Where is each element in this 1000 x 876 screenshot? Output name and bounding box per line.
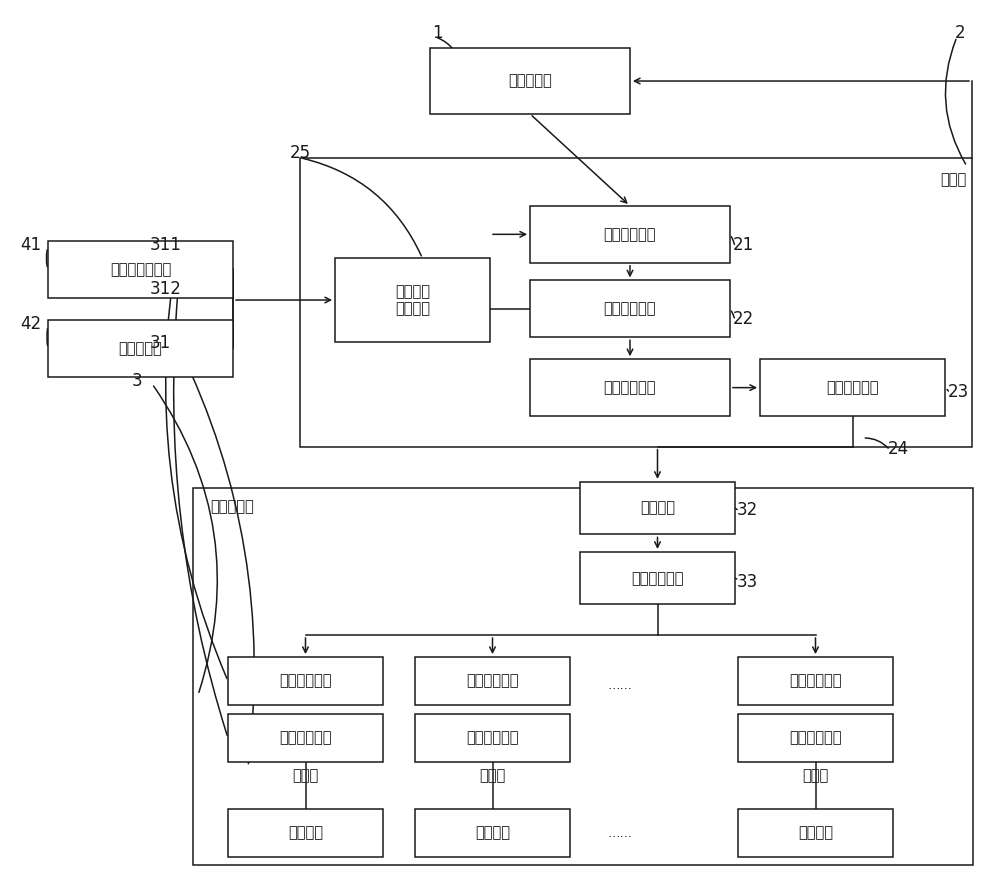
Text: 33: 33 <box>737 573 758 590</box>
Text: 服务器: 服务器 <box>940 172 966 187</box>
Bar <box>738 657 893 705</box>
Text: 无线感应单元: 无线感应单元 <box>279 731 332 745</box>
Text: 电量检测单元: 电量检测单元 <box>466 674 519 689</box>
Bar <box>738 714 893 762</box>
Bar <box>48 320 233 377</box>
Bar <box>415 714 570 762</box>
Text: 23: 23 <box>948 383 969 400</box>
Text: 环境检测端: 环境检测端 <box>119 341 162 356</box>
Bar <box>300 158 972 447</box>
Text: 电动汽车: 电动汽车 <box>798 825 833 840</box>
Bar <box>415 657 570 705</box>
Text: 无线感应单元: 无线感应单元 <box>466 731 519 745</box>
Text: 交通监控服务器: 交通监控服务器 <box>110 262 171 277</box>
Text: 32: 32 <box>737 501 758 519</box>
Bar <box>193 488 973 865</box>
Text: 1: 1 <box>432 25 443 42</box>
Text: 电量检测单元: 电量检测单元 <box>279 674 332 689</box>
Text: 22: 22 <box>733 310 754 328</box>
Bar <box>530 359 730 416</box>
Text: 通讯单元: 通讯单元 <box>640 500 675 516</box>
Text: 24: 24 <box>888 440 909 457</box>
Text: 3: 3 <box>132 372 143 390</box>
Bar <box>580 482 735 534</box>
Text: 电量计算单元: 电量计算单元 <box>604 380 656 395</box>
Text: 312: 312 <box>150 280 182 298</box>
Text: 时间计算单元: 时间计算单元 <box>604 301 656 316</box>
Text: 41: 41 <box>20 237 41 254</box>
Text: 2: 2 <box>955 25 966 42</box>
Text: 21: 21 <box>733 237 754 254</box>
Text: 车辆选取单元: 车辆选取单元 <box>826 380 879 395</box>
Bar <box>760 359 945 416</box>
Text: ……: …… <box>608 679 633 691</box>
Text: 充电桩: 充电桩 <box>479 768 506 784</box>
Bar <box>228 714 383 762</box>
Text: 集群控制单元: 集群控制单元 <box>631 570 684 586</box>
Bar <box>530 206 730 263</box>
Text: 311: 311 <box>150 237 182 254</box>
Text: 电动汽车: 电动汽车 <box>475 825 510 840</box>
Text: 42: 42 <box>20 315 41 333</box>
Bar <box>228 657 383 705</box>
Bar <box>335 258 490 342</box>
Bar <box>738 809 893 857</box>
Text: 电量检测单元: 电量检测单元 <box>789 674 842 689</box>
Text: 用户手机端: 用户手机端 <box>508 74 552 88</box>
Bar <box>48 241 233 298</box>
Bar <box>228 809 383 857</box>
Text: 25: 25 <box>290 145 311 162</box>
Text: 无线感应单元: 无线感应单元 <box>789 731 842 745</box>
Text: 充电桩集群: 充电桩集群 <box>210 498 254 514</box>
Text: 充电桩: 充电桩 <box>802 768 829 784</box>
Text: 里程计算单元: 里程计算单元 <box>604 227 656 242</box>
Text: 充电桩: 充电桩 <box>292 768 319 784</box>
Bar <box>530 280 730 337</box>
Text: 31: 31 <box>150 335 171 352</box>
Bar <box>415 809 570 857</box>
Bar <box>430 48 630 114</box>
Text: 拥堵指数
计算单元: 拥堵指数 计算单元 <box>395 284 430 316</box>
Text: ……: …… <box>608 828 633 840</box>
Text: 电动汽车: 电动汽车 <box>288 825 323 840</box>
Bar <box>580 552 735 604</box>
